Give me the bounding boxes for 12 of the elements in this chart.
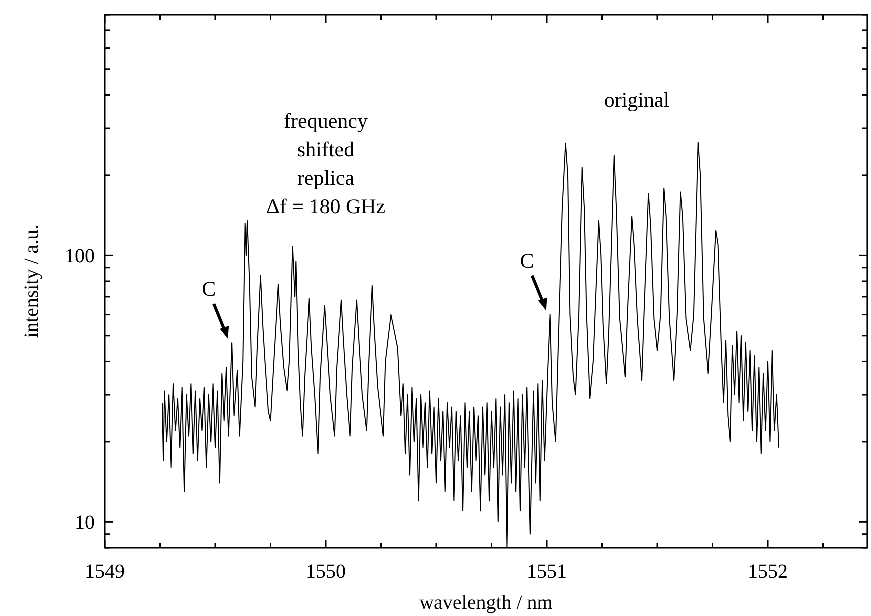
x-tick-label: 1550 (306, 561, 346, 583)
annotation: C (202, 277, 216, 302)
annotation: original (604, 88, 670, 112)
y-axis-title: intensity / a.u. (21, 224, 43, 338)
x-axis-title: wavelength / nm (420, 592, 554, 614)
annotation: C (520, 248, 534, 273)
x-tick-label: 1551 (527, 561, 567, 583)
x-tick-label: 1549 (85, 561, 125, 583)
y-tick-label: 100 (65, 246, 95, 268)
x-tick-label: 1552 (748, 561, 788, 583)
annotation: frequency shifted replica Δf = 180 GHz (266, 109, 386, 218)
y-tick-label: 10 (75, 512, 95, 534)
